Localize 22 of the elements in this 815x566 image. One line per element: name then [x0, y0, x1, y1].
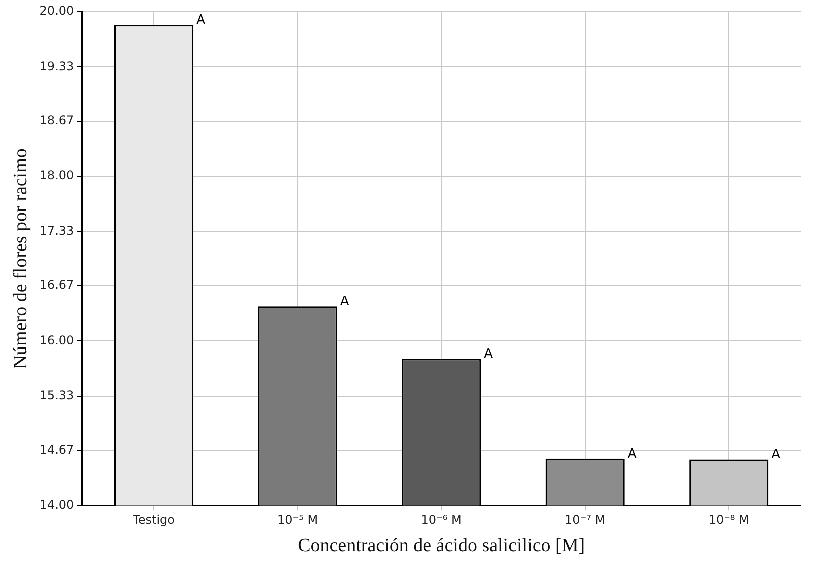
- x-axis-title: Concentración de ácido salicilico [M]: [298, 536, 586, 557]
- y-tick-label: 14.67: [40, 442, 74, 457]
- y-tick-label: 15.33: [40, 388, 74, 402]
- x-tick-label: 10⁻⁸ M: [708, 513, 750, 528]
- x-tick-label: 10⁻⁷ M: [565, 513, 606, 528]
- y-tick-label: 17.33: [40, 224, 74, 238]
- y-axis-title: Número de flores por racimo: [10, 148, 32, 370]
- y-tick-label: 14.00: [40, 498, 74, 512]
- y-tick-label: 19.33: [40, 59, 74, 74]
- x-tick-label: 10⁻⁶ M: [421, 513, 462, 528]
- annotation: A: [196, 13, 206, 28]
- annotation: A: [628, 446, 637, 462]
- x-tick-label: 10⁻⁵ M: [278, 513, 318, 528]
- y-tick-label: 16.00: [40, 333, 74, 348]
- y-tick-label: 18.00: [40, 168, 74, 183]
- y-tick-label: 20.00: [40, 4, 74, 18]
- y-tick-label: 16.67: [40, 278, 74, 292]
- x-tick-label: Testigo: [132, 513, 176, 528]
- annotation: A: [484, 347, 494, 362]
- annotation: A: [340, 294, 350, 310]
- annotation: A: [772, 448, 781, 463]
- y-tick-label: 18.67: [40, 114, 74, 128]
